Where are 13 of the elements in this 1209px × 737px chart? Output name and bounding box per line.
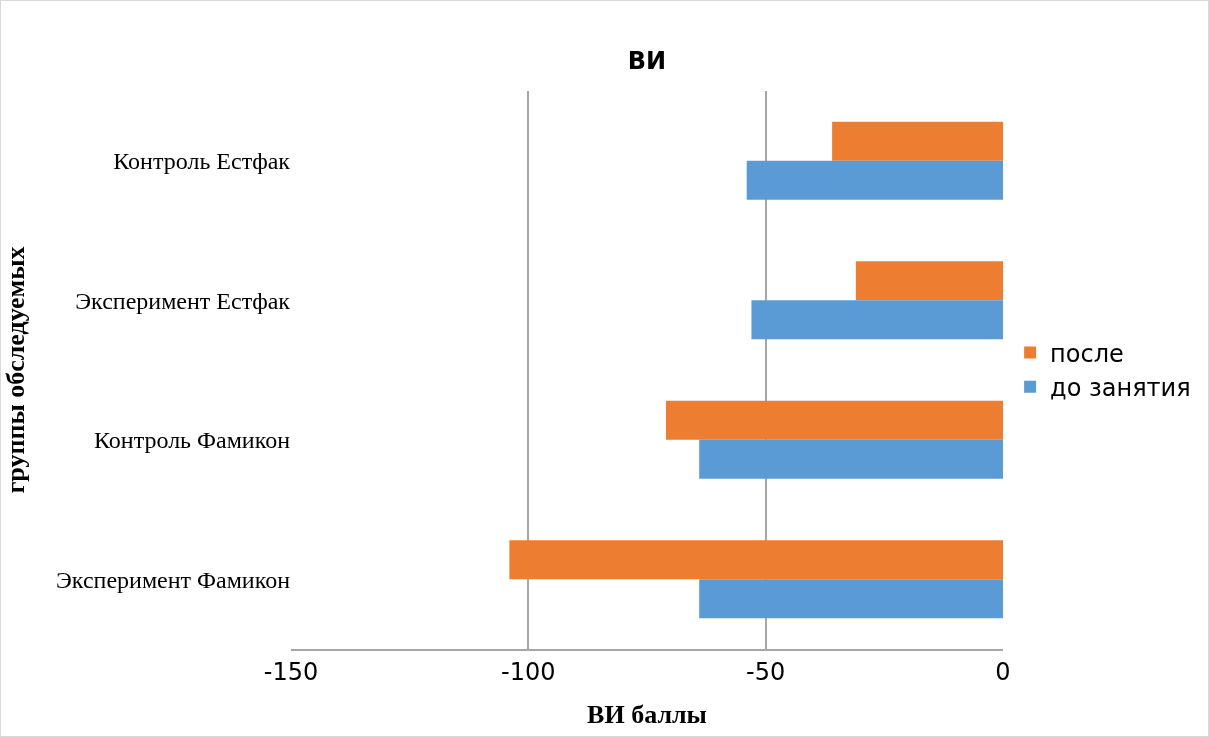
chart-title: ВИ	[627, 47, 667, 76]
y-tick-label: Контроль Естфак	[113, 148, 291, 175]
x-tick-label: -100	[501, 657, 556, 686]
x-tick-label: -50	[746, 657, 786, 686]
y-tick-label: Контроль Фамикон	[94, 427, 291, 454]
legend-label: до занятия	[1050, 374, 1191, 403]
legend-label: после	[1050, 339, 1124, 368]
x-tick-label: -150	[263, 657, 319, 686]
x-tick-label: 0	[995, 657, 1011, 686]
y-tick-label: Эксперимент Естфак	[75, 287, 291, 314]
y-axis-title: группы обследуемых	[1, 246, 30, 494]
x-axis-title: ВИ баллы	[587, 699, 707, 729]
y-tick-label: Эксперимент Фамикон	[56, 566, 291, 593]
